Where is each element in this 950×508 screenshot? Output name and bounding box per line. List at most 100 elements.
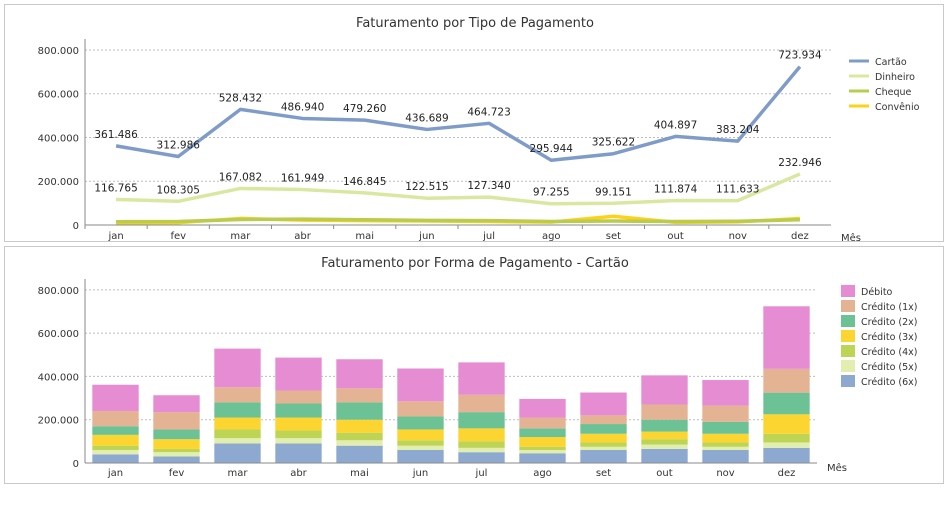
bar-segment [214, 443, 261, 463]
bar-segment [336, 388, 383, 403]
series-line-2 [116, 217, 800, 224]
bar-segment [519, 428, 566, 438]
x-tick-label: out [656, 468, 672, 479]
bar-segment [92, 434, 139, 446]
bar-segment [641, 404, 688, 420]
data-label: 479.260 [343, 103, 386, 115]
legend-entry: Crédito (6x) [861, 377, 917, 388]
data-label: 122.515 [405, 181, 448, 193]
bar-segment [519, 398, 566, 418]
bar-segment [92, 426, 139, 435]
data-label: 723.934 [778, 50, 822, 62]
bar-segment [214, 429, 261, 439]
bar-segment [519, 446, 566, 451]
x-tick-label: out [667, 231, 683, 241]
bar-segment [458, 441, 505, 448]
x-axis-label: Mês [841, 232, 861, 241]
x-tick-label: abr [294, 231, 311, 241]
bar-segment [641, 439, 688, 445]
bar-segment [336, 440, 383, 446]
bar-segment [397, 445, 444, 451]
legend-entry: Convênio [875, 102, 920, 113]
chart-title: Faturamento por Forma de Pagamento - Car… [321, 256, 629, 271]
data-label: 116.765 [94, 182, 137, 194]
bar-segment [641, 419, 688, 432]
x-tick-label: jul [482, 231, 495, 241]
bar-segment [580, 392, 627, 416]
data-label: 404.897 [654, 119, 697, 131]
bar-chart-panel: Faturamento por Forma de Pagamento - Car… [4, 246, 944, 484]
bar-segment [458, 412, 505, 429]
bar-segment [702, 450, 749, 463]
chart-title: Faturamento por Tipo de Pagamento [356, 16, 594, 31]
y-tick-label: 800.000 [38, 46, 79, 57]
bar-segment [702, 405, 749, 422]
data-label: 97.255 [533, 187, 570, 199]
bar-segment [458, 362, 505, 395]
legend-entry: Cheque [875, 87, 912, 98]
x-tick-label: ago [542, 231, 561, 241]
bar-segment [92, 384, 139, 412]
x-tick-label: dez [791, 231, 809, 241]
bar-segment [763, 442, 810, 448]
data-label: 108.305 [157, 184, 200, 196]
legend-swatch [841, 375, 855, 387]
legend-entry: Débito [861, 287, 893, 298]
x-tick-label: jun [412, 468, 428, 479]
bar-segment [702, 442, 749, 447]
bar-segment [336, 359, 383, 389]
x-tick-label: dez [778, 468, 796, 479]
legend-entry: Cartão [875, 57, 907, 68]
stacked-bar-chart: Faturamento por Forma de Pagamento - Car… [38, 256, 918, 479]
x-tick-label: jun [418, 231, 434, 241]
legend-entry: Crédito (1x) [861, 302, 917, 313]
bar-segment [275, 357, 322, 391]
data-label: 312.986 [157, 140, 201, 152]
bar-segment [275, 417, 322, 431]
bar-segment [92, 411, 139, 427]
y-tick-label: 800.000 [38, 286, 79, 297]
bar-segment [397, 368, 444, 402]
x-tick-label: set [596, 468, 611, 479]
bar-segment [763, 368, 810, 393]
x-axis-label: Mês [827, 462, 847, 474]
bar-segment [397, 429, 444, 441]
y-tick-label: 200.000 [38, 177, 79, 188]
bar-segment [702, 380, 749, 406]
bar-segment [580, 415, 627, 425]
bar-segment [702, 433, 749, 443]
x-tick-label: set [606, 231, 621, 241]
data-label: 111.874 [654, 184, 698, 196]
bar-segment [153, 439, 200, 449]
bar-segment [92, 445, 139, 451]
x-tick-label: fev [170, 231, 186, 241]
bar-segment [214, 417, 261, 430]
y-tick-label: 400.000 [38, 133, 79, 144]
bar-segment [92, 450, 139, 455]
y-tick-label: 0 [73, 459, 79, 470]
bar-segment [763, 433, 810, 443]
data-label: 464.723 [467, 106, 510, 118]
legend-swatch [841, 300, 855, 312]
legend-entry: Crédito (5x) [861, 362, 917, 373]
bar-segment [763, 447, 810, 463]
x-tick-label: jul [475, 468, 488, 479]
bar-segment [763, 392, 810, 415]
bar-segment [336, 445, 383, 463]
legend-swatch [841, 285, 855, 297]
bar-segment [702, 421, 749, 434]
y-tick-label: 200.000 [38, 416, 79, 427]
bar-segment [336, 432, 383, 441]
bar-segment [275, 390, 322, 404]
bar-segment [397, 440, 444, 446]
data-label: 127.340 [467, 180, 510, 192]
legend-swatch [841, 360, 855, 372]
bar-segment [702, 446, 749, 451]
bar-segment [214, 402, 261, 418]
bar-segment [153, 452, 200, 457]
legend-entry: Crédito (3x) [861, 332, 917, 343]
y-tick-label: 400.000 [38, 372, 79, 383]
bar-segment [214, 348, 261, 388]
bar-segment [153, 448, 200, 453]
line-chart: Faturamento por Tipo de Pagamento 0 200.0… [38, 16, 920, 241]
